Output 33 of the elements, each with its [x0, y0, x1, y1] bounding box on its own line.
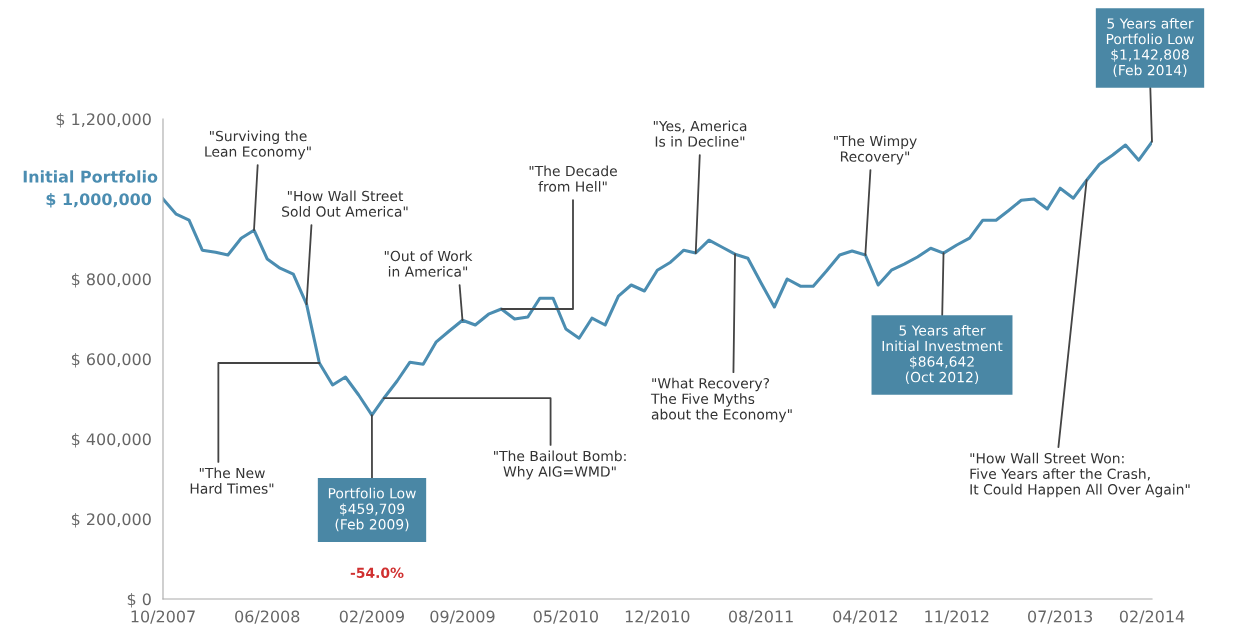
x-tick-label: 11/2012 [925, 610, 989, 624]
x-tick-label: 09/2009 [430, 610, 495, 624]
annotation: "How Wall Street Sold Out America" [282, 190, 408, 217]
x-tick-label: 06/2008 [235, 610, 300, 624]
y-tick-label: $ 200,000 [71, 512, 151, 528]
annotation: Portfolio Low $459,709 (Feb 2009) [328, 487, 416, 532]
x-tick-label: 10/2007 [131, 610, 195, 624]
annotation: "Yes, America Is in Decline" [653, 120, 747, 147]
annotation: 5 Years after Portfolio Low $1,142,808 (Feb 2014) [1106, 17, 1194, 77]
x-tick-label: 05/2010 [533, 610, 598, 624]
annotation: "The Decade from Hell" [529, 165, 617, 192]
annotation: "Surviving the Lean Economy" [205, 130, 311, 160]
annotation: "Out of Work in America" [384, 250, 473, 277]
annotation: 5 Years after Initial Investment $864,642 (Oct 2012) [882, 324, 1003, 384]
y-tick-label: $ 1,200,000 [56, 112, 151, 128]
x-tick-label: 04/2012 [833, 610, 897, 624]
text: Initial Portfolio [23, 170, 158, 183]
y-tick-label: $ 1,000,000 [46, 192, 152, 208]
x-tick-label: 02/2009 [339, 610, 404, 624]
y-tick-label: $ 600,000 [71, 352, 151, 368]
y-tick-label: $ 0 [127, 592, 151, 608]
annotation: "The Wimpy Recovery" [834, 135, 917, 165]
y-tick-label: $ 400,000 [71, 432, 151, 448]
annotation: "The Bailout Bomb: Why AIG=WMD" [494, 450, 626, 480]
annotation: "What Recovery? The Five Myths about the Economy" [650, 377, 792, 423]
x-tick-label: 02/2014 [1119, 610, 1185, 624]
annotation: "How Wall Street Won: Five Years after the Crash, It Could Happen All Over Again" [970, 452, 1190, 498]
x-tick-label: 12/2010 [625, 610, 690, 624]
x-tick-label: 08/2011 [728, 610, 793, 624]
y-tick-label: $ 800,000 [71, 272, 151, 288]
x-tick-label: 07/2013 [1028, 610, 1093, 624]
annotation: -54.0% [350, 567, 404, 579]
annotation: "The New Hard Times" [190, 467, 274, 494]
